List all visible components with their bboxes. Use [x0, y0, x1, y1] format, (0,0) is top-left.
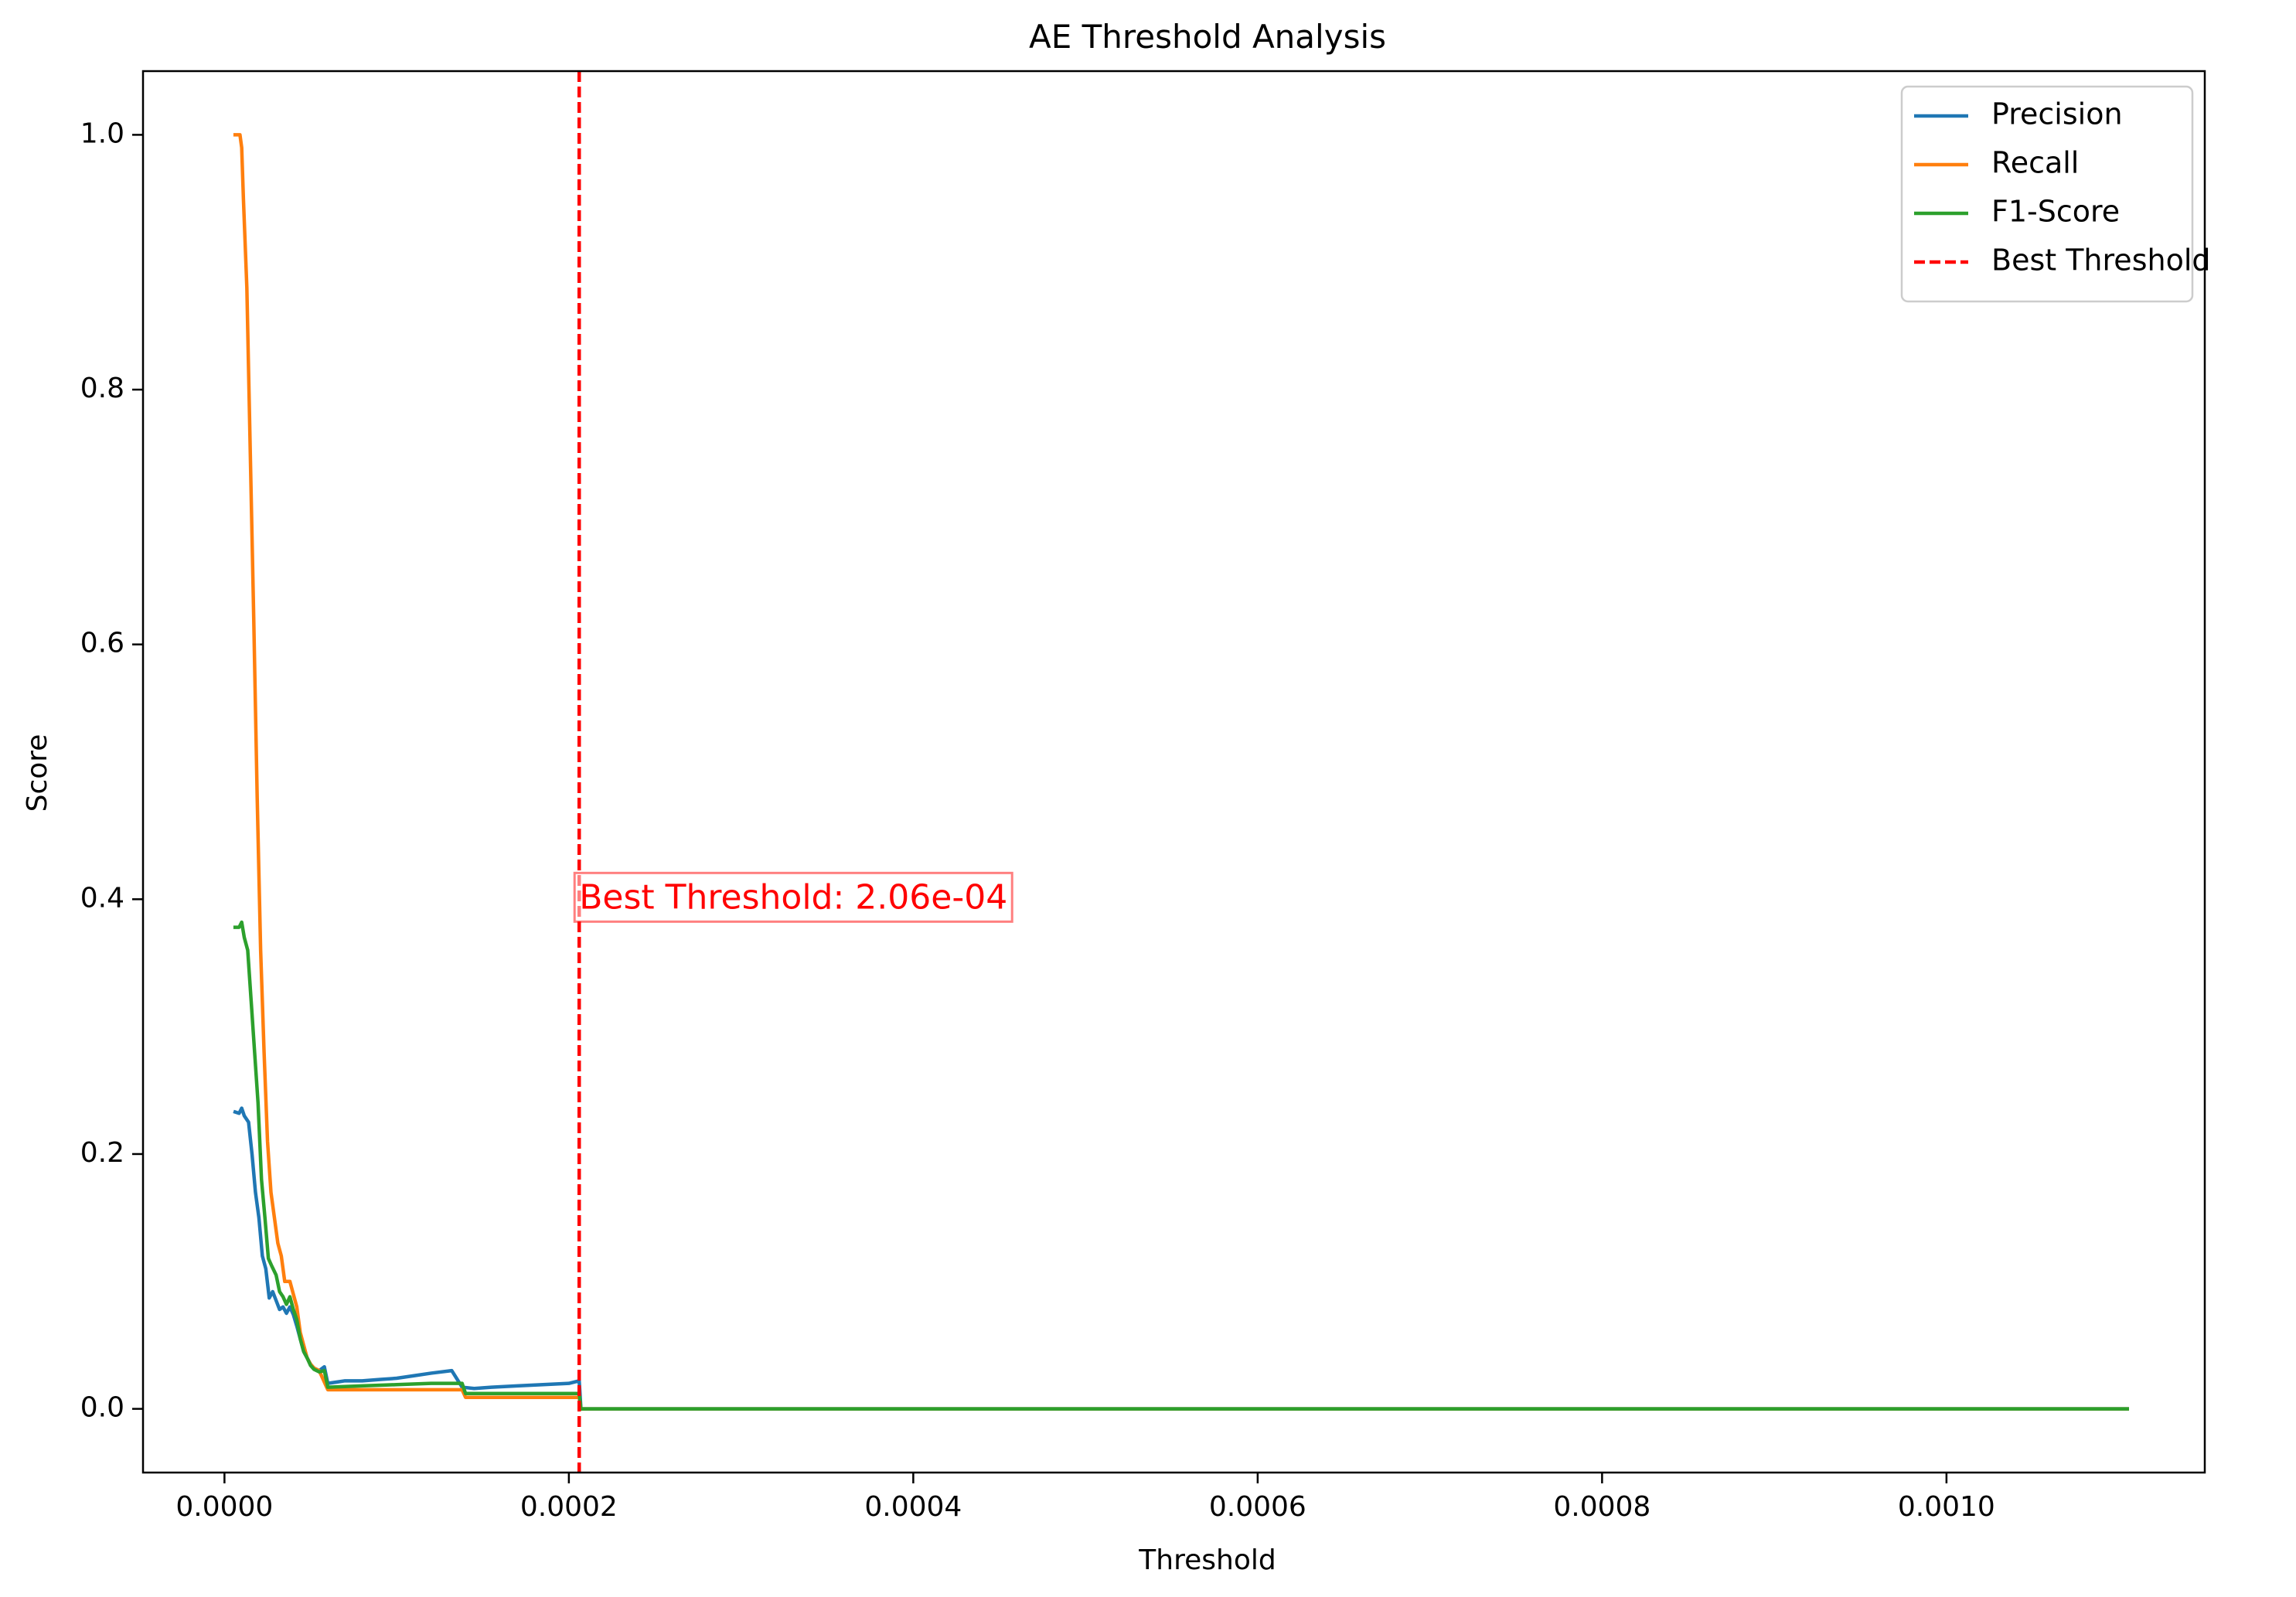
y-axis-label: Score	[22, 734, 53, 812]
chart-title: AE Threshold Analysis	[1029, 18, 1386, 56]
series-line-f1-score	[233, 920, 2130, 1411]
annotation-text: Best Threshold: 2.06e-04	[579, 877, 1007, 917]
series-lines	[233, 133, 2130, 1411]
legend-label-f1-score: F1-Score	[1991, 195, 2120, 229]
y-tick-label: 0.6	[80, 628, 124, 659]
y-tick-label: 0.8	[80, 373, 124, 404]
x-tick-label: 0.0010	[1898, 1491, 1995, 1523]
x-axis-label: Threshold	[1138, 1544, 1276, 1576]
x-tick-label: 0.0004	[864, 1491, 962, 1523]
y-tick-label: 0.4	[80, 882, 124, 914]
x-tick-label: 0.0002	[520, 1491, 618, 1523]
x-tick-label: 0.0006	[1209, 1491, 1306, 1523]
x-tick-label: 0.0008	[1553, 1491, 1650, 1523]
x-tick-label: 0.0000	[175, 1491, 273, 1523]
y-tick-label: 1.0	[80, 117, 124, 149]
annotation-box	[573, 871, 1013, 923]
legend-label-recall: Recall	[1991, 146, 2079, 180]
legend-label-precision: Precision	[1991, 97, 2123, 131]
plot-area: Best Threshold: 2.06e-04	[233, 71, 2130, 1473]
series-line-recall	[233, 133, 2130, 1411]
y-tick-label: 0.2	[80, 1137, 124, 1169]
legend: Precision Recall F1-Score Best Threshold	[1900, 85, 2211, 303]
x-axis-ticks: 0.0000 0.0002 0.0004 0.0006 0.0008 0.0010	[175, 1473, 1995, 1523]
axes-frame	[141, 70, 2206, 1474]
best-threshold-annotation: Best Threshold: 2.06e-04	[573, 871, 1013, 923]
y-axis-ticks: 0.0 0.2 0.4 0.6 0.8 1.0	[80, 117, 143, 1424]
legend-label-best-threshold: Best Threshold	[1991, 243, 2211, 278]
legend-box	[1900, 85, 2194, 303]
y-tick-label: 0.0	[80, 1392, 124, 1424]
